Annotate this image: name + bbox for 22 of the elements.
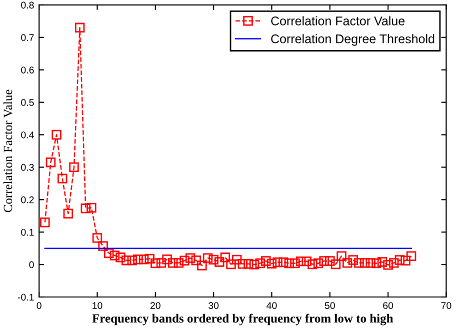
x-tick-label: 40 [266, 302, 277, 309]
x-tick-label: 10 [92, 302, 102, 309]
y-tick-label: 0.4 [21, 131, 34, 138]
y-tick-label: 0.5 [21, 99, 34, 106]
y-tick-label: 0.2 [21, 196, 34, 204]
legend-label: Correlation Degree Threshold [271, 34, 434, 46]
x-tick-label: 30 [208, 302, 219, 309]
y-tick-label: 0.7 [21, 34, 34, 42]
x-tick-label: 60 [383, 302, 394, 309]
y-tick-label: 0.8 [21, 2, 34, 9]
x-axis-title: Frequency bands ordered by frequency from low to high [92, 314, 394, 326]
y-tick-label: 0 [29, 261, 34, 268]
x-tick-label: 0 [36, 302, 42, 309]
y-tick-label: -0.1 [18, 294, 34, 301]
y-tick-label: 0.1 [21, 228, 34, 236]
x-tick-label: 20 [150, 302, 160, 309]
x-tick-label: 50 [324, 302, 335, 309]
x-tick-label: 70 [441, 302, 452, 309]
y-tick-label: 0.6 [21, 66, 34, 74]
y-axis-title: Correlation Factor Value [3, 90, 12, 212]
y-tick-label: 0.3 [21, 164, 34, 171]
legend-label: Correlation Factor Value [271, 16, 405, 26]
